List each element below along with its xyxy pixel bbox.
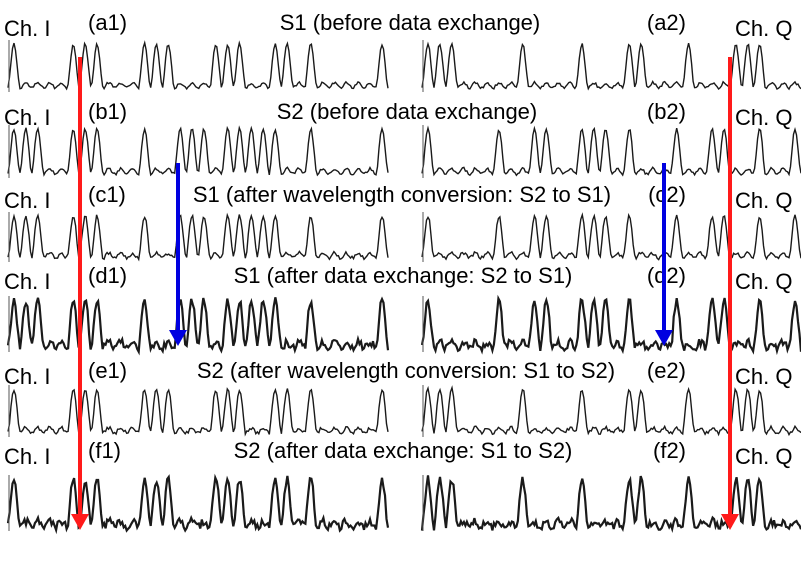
channel-label-right: Ch. Q xyxy=(735,105,792,130)
channel-label-right: Ch. Q xyxy=(735,364,792,389)
row-caption: S2 (before data exchange) xyxy=(277,99,538,124)
channel-label-left: Ch. I xyxy=(4,364,50,389)
panel-labels: Ch. I (a1) S1 (before data exchange) (a2) Ch… xyxy=(4,10,792,469)
row-caption: S1 (before data exchange) xyxy=(280,10,541,35)
row-caption: S1 (after data exchange: S2 to S1) xyxy=(234,263,573,288)
blue-arrow-left xyxy=(169,163,187,346)
red-arrow-left xyxy=(71,57,89,530)
waveform-traces xyxy=(6,40,801,535)
panel-id-left: (e1) xyxy=(88,358,127,383)
red-arrow-right xyxy=(721,57,739,530)
panel-id-left: (c1) xyxy=(88,182,126,207)
channel-label-right: Ch. Q xyxy=(735,269,792,294)
panel-id-left: (d1) xyxy=(88,263,127,288)
waveform-row1-ch-i xyxy=(7,125,389,177)
channel-label-left: Ch. I xyxy=(4,105,50,130)
waveform-row1-ch-q xyxy=(421,125,801,177)
panel-id-right: (e2) xyxy=(647,358,686,383)
row-caption: S2 (after data exchange: S1 to S2) xyxy=(234,438,573,463)
waveform-row3-ch-i xyxy=(6,296,390,356)
panel-id-left: (a1) xyxy=(88,10,127,35)
waveform-row5-ch-q xyxy=(420,475,801,534)
waveform-row0-ch-i xyxy=(7,40,389,91)
waveform-row3-ch-q xyxy=(420,294,801,356)
waveform-row0-ch-q xyxy=(421,41,801,91)
row-caption: S2 (after wavelength conversion: S1 to S… xyxy=(197,358,615,383)
channel-label-left: Ch. I xyxy=(4,269,50,294)
blue-arrow-right xyxy=(655,163,673,346)
panel-id-right: (d2) xyxy=(647,263,686,288)
channel-label-right: Ch. Q xyxy=(735,444,792,469)
panel-id-right: (b2) xyxy=(647,99,686,124)
panel-id-right: (a2) xyxy=(647,10,686,35)
exchange-arrows xyxy=(71,57,739,530)
panel-id-left: (f1) xyxy=(88,438,121,463)
waveform-row4-ch-q xyxy=(421,385,801,437)
panel-id-right: (f2) xyxy=(653,438,686,463)
channel-label-right: Ch. Q xyxy=(735,188,792,213)
channel-label-left: Ch. I xyxy=(4,188,50,213)
panel-id-right: (c2) xyxy=(648,182,686,207)
panel-id-left: (b1) xyxy=(88,99,127,124)
waveform-row2-ch-i xyxy=(7,212,389,262)
channel-label-left: Ch. I xyxy=(4,16,50,41)
channel-label-left: Ch. I xyxy=(4,444,50,469)
waveform-row4-ch-i xyxy=(7,387,389,437)
row-caption: S1 (after wavelength conversion: S2 to S… xyxy=(193,182,611,207)
channel-label-right: Ch. Q xyxy=(735,16,792,41)
waveform-row2-ch-q xyxy=(421,212,801,261)
waveform-row5-ch-i xyxy=(6,473,390,535)
